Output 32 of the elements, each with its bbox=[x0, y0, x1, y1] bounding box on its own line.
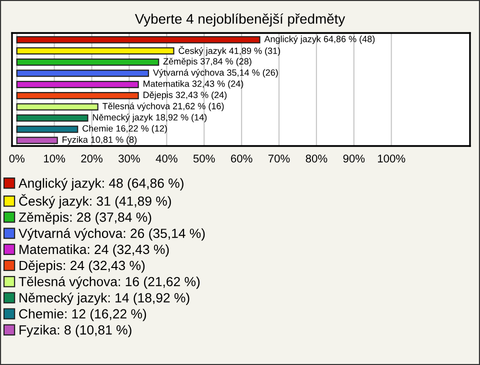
legend-label: Tělesná výchova: 16 (21,62 %) bbox=[18, 276, 200, 289]
x-tick-label: 100% bbox=[378, 154, 406, 162]
data-label: Dějepis 32,43 % (24) bbox=[144, 91, 227, 100]
data-label: Matematika 32,43 % (24) bbox=[144, 80, 244, 89]
data-label: Chemie 16,22 % (12) bbox=[82, 125, 167, 134]
x-tick-label: 90% bbox=[343, 154, 365, 162]
legend-label: Německý jazyk: 14 (18,92 %) bbox=[20, 292, 190, 306]
x-tick-label: 60% bbox=[231, 154, 252, 162]
x-tick-label: 0% bbox=[9, 154, 25, 162]
x-tick-label: 50% bbox=[193, 154, 215, 162]
x-tick-label: 20% bbox=[81, 154, 102, 162]
legend-label: Český jazyk: 31 (41,89 %) bbox=[19, 194, 171, 208]
legend-label: Fyzika: 8 (10,81 %) bbox=[20, 324, 132, 338]
legend-label: Zěměpis: 28 (37,84 %) bbox=[18, 212, 152, 224]
data-label: Německý jazyk 18,92 % (14) bbox=[92, 114, 207, 122]
x-tick-label: 40% bbox=[156, 154, 178, 162]
legend-label: Dějepis: 24 (32,43 %) bbox=[20, 260, 145, 273]
legend-label: Výtvarná výchova: 26 (35,14 %) bbox=[18, 228, 205, 241]
data-label: Anglický jazyk 64,86 % (48) bbox=[264, 35, 375, 44]
legend-label: Chemie: 12 (16,22 %) bbox=[19, 308, 146, 322]
x-tick-label: 70% bbox=[268, 154, 290, 162]
data-label: Výtvarná výchova 35,14 % (26) bbox=[152, 69, 278, 78]
data-label: Zěměpis 37,84 % (28) bbox=[163, 58, 252, 66]
x-tick-label: 80% bbox=[306, 154, 328, 162]
x-tick-label: 10% bbox=[44, 154, 66, 162]
data-label: Fyzika 10,81 % (8) bbox=[62, 136, 137, 145]
chart-title: Vyberte 4 nejoblíbenější předměty bbox=[134, 13, 346, 27]
x-tick-label: 30% bbox=[118, 154, 140, 162]
data-label: Český jazyk 41,89 % (31) bbox=[178, 46, 280, 56]
legend-label: Anglický jazyk: 48 (64,86 %) bbox=[18, 178, 184, 190]
data-label: Tělesná výchova 21,62 % (16) bbox=[102, 102, 224, 112]
legend-label: Matematika: 24 (32,43 %) bbox=[20, 244, 169, 257]
